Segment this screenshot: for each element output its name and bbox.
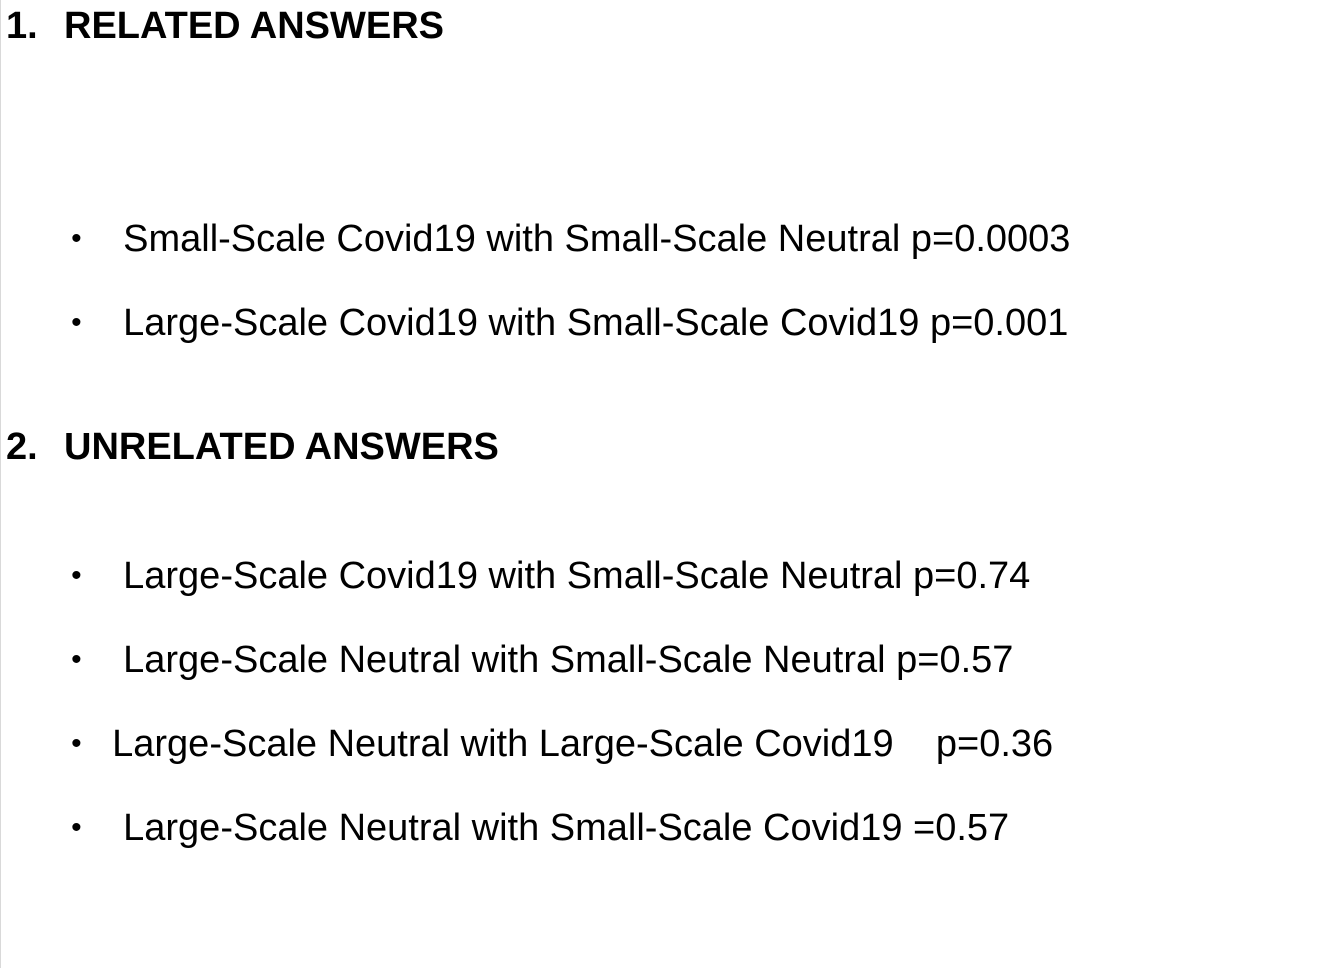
list-item: • Large-Scale Neutral with Large-Scale Co… [50, 678, 1053, 766]
list-item: • Large-Scale Neutral with Small-Scale Co… [50, 762, 1009, 850]
list-item: • Small-Scale Covid19 with Small-Scale Ne… [50, 173, 1070, 261]
page-left-border [0, 0, 1, 968]
section-title: UNRELATED ANSWERS [64, 426, 499, 468]
section-title: RELATED ANSWERS [64, 5, 444, 47]
list-item: • Large-Scale Covid19 with Small-Scale Ne… [50, 510, 1030, 598]
list-item-text: Small-Scale Covid19 with Small-Scale Neu… [123, 218, 1071, 260]
list-item-text: Large-Scale Neutral with Small-Scale Neu… [123, 639, 1014, 681]
bullet-icon: • [71, 559, 82, 592]
list-item: • Large-Scale Neutral with Small-Scale Ne… [50, 594, 1013, 682]
section-number: 1. [6, 5, 38, 47]
list-item-text: Large-Scale Covid19 with Small-Scale Cov… [123, 302, 1069, 344]
bullet-icon: • [71, 727, 82, 760]
bullet-icon: • [71, 811, 82, 844]
list-item-text: Large-Scale Neutral with Small-Scale Cov… [123, 807, 1010, 849]
bullet-icon: • [71, 306, 82, 339]
bullet-icon: • [71, 222, 82, 255]
section-number: 2. [6, 426, 38, 468]
section-heading-related: 1. RELATED ANSWERS [6, 4, 444, 48]
list-item: • Large-Scale Covid19 with Small-Scale Co… [50, 257, 1068, 345]
list-item-text: Large-Scale Neutral with Large-Scale Cov… [112, 723, 1054, 765]
section-heading-unrelated: 2. UNRELATED ANSWERS [6, 425, 499, 469]
list-item-text: Large-Scale Covid19 with Small-Scale Neu… [123, 555, 1031, 597]
bullet-icon: • [71, 643, 82, 676]
